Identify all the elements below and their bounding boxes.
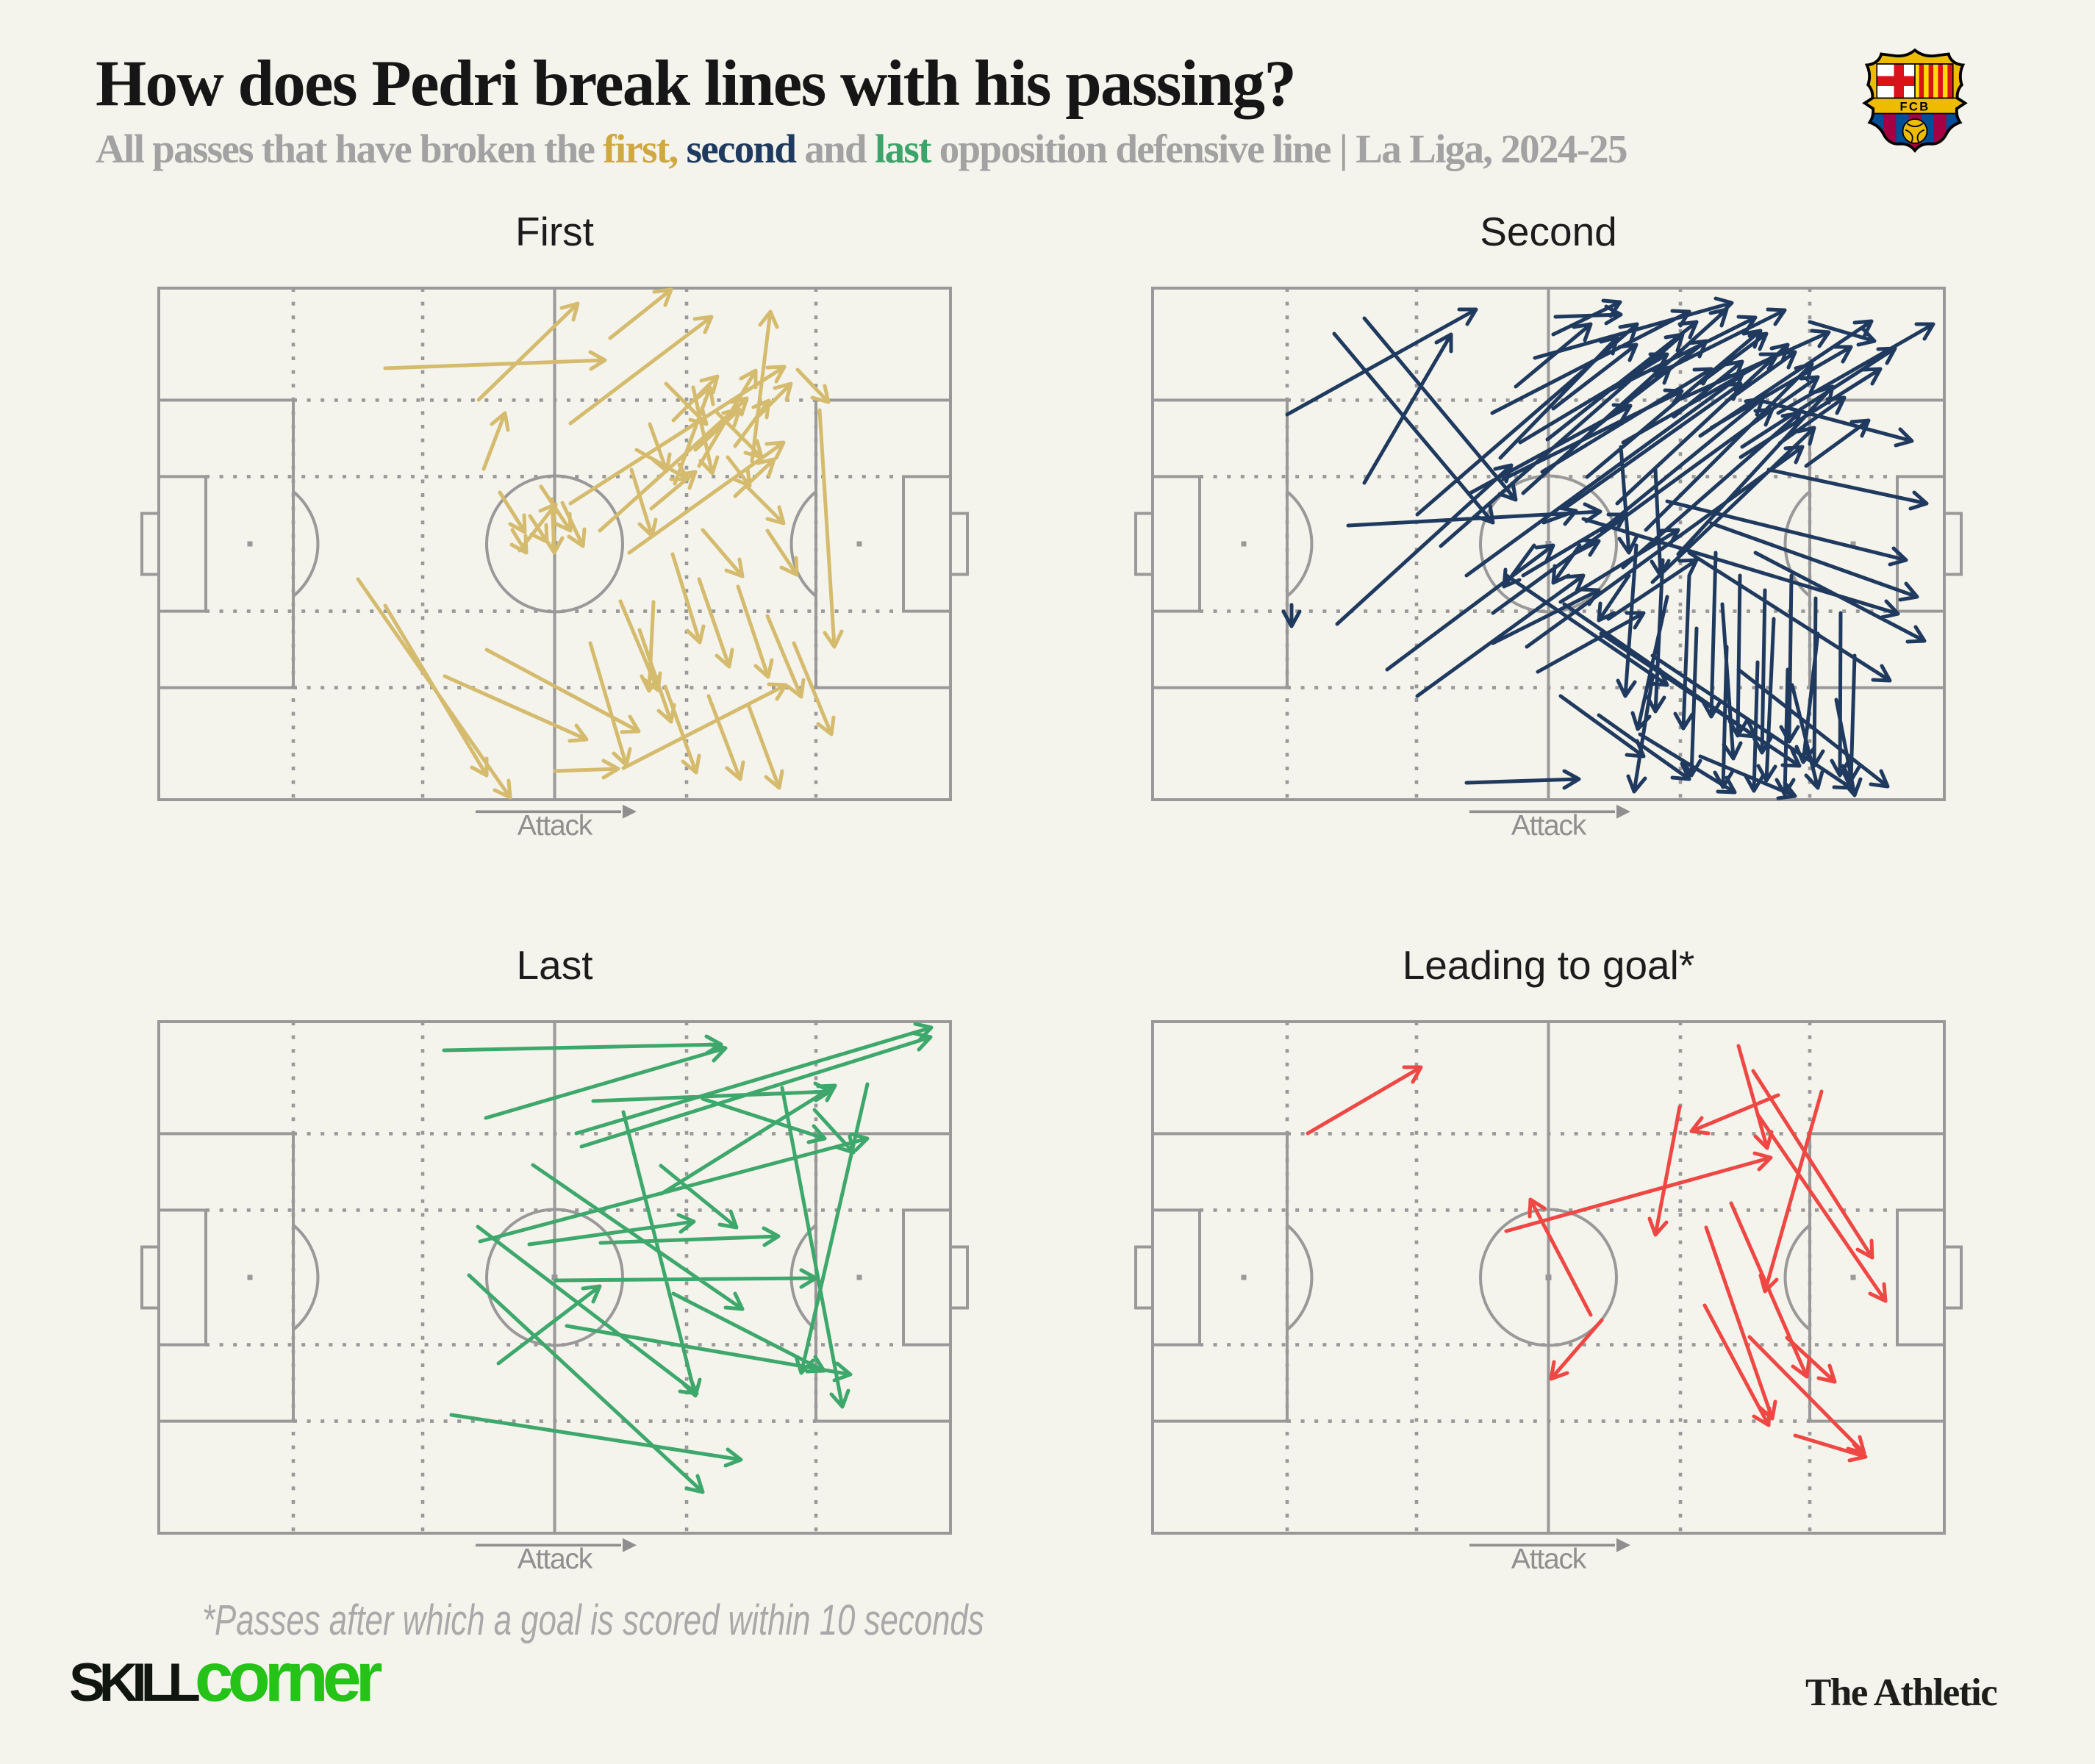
svg-text:FCB: FCB <box>1899 100 1930 113</box>
